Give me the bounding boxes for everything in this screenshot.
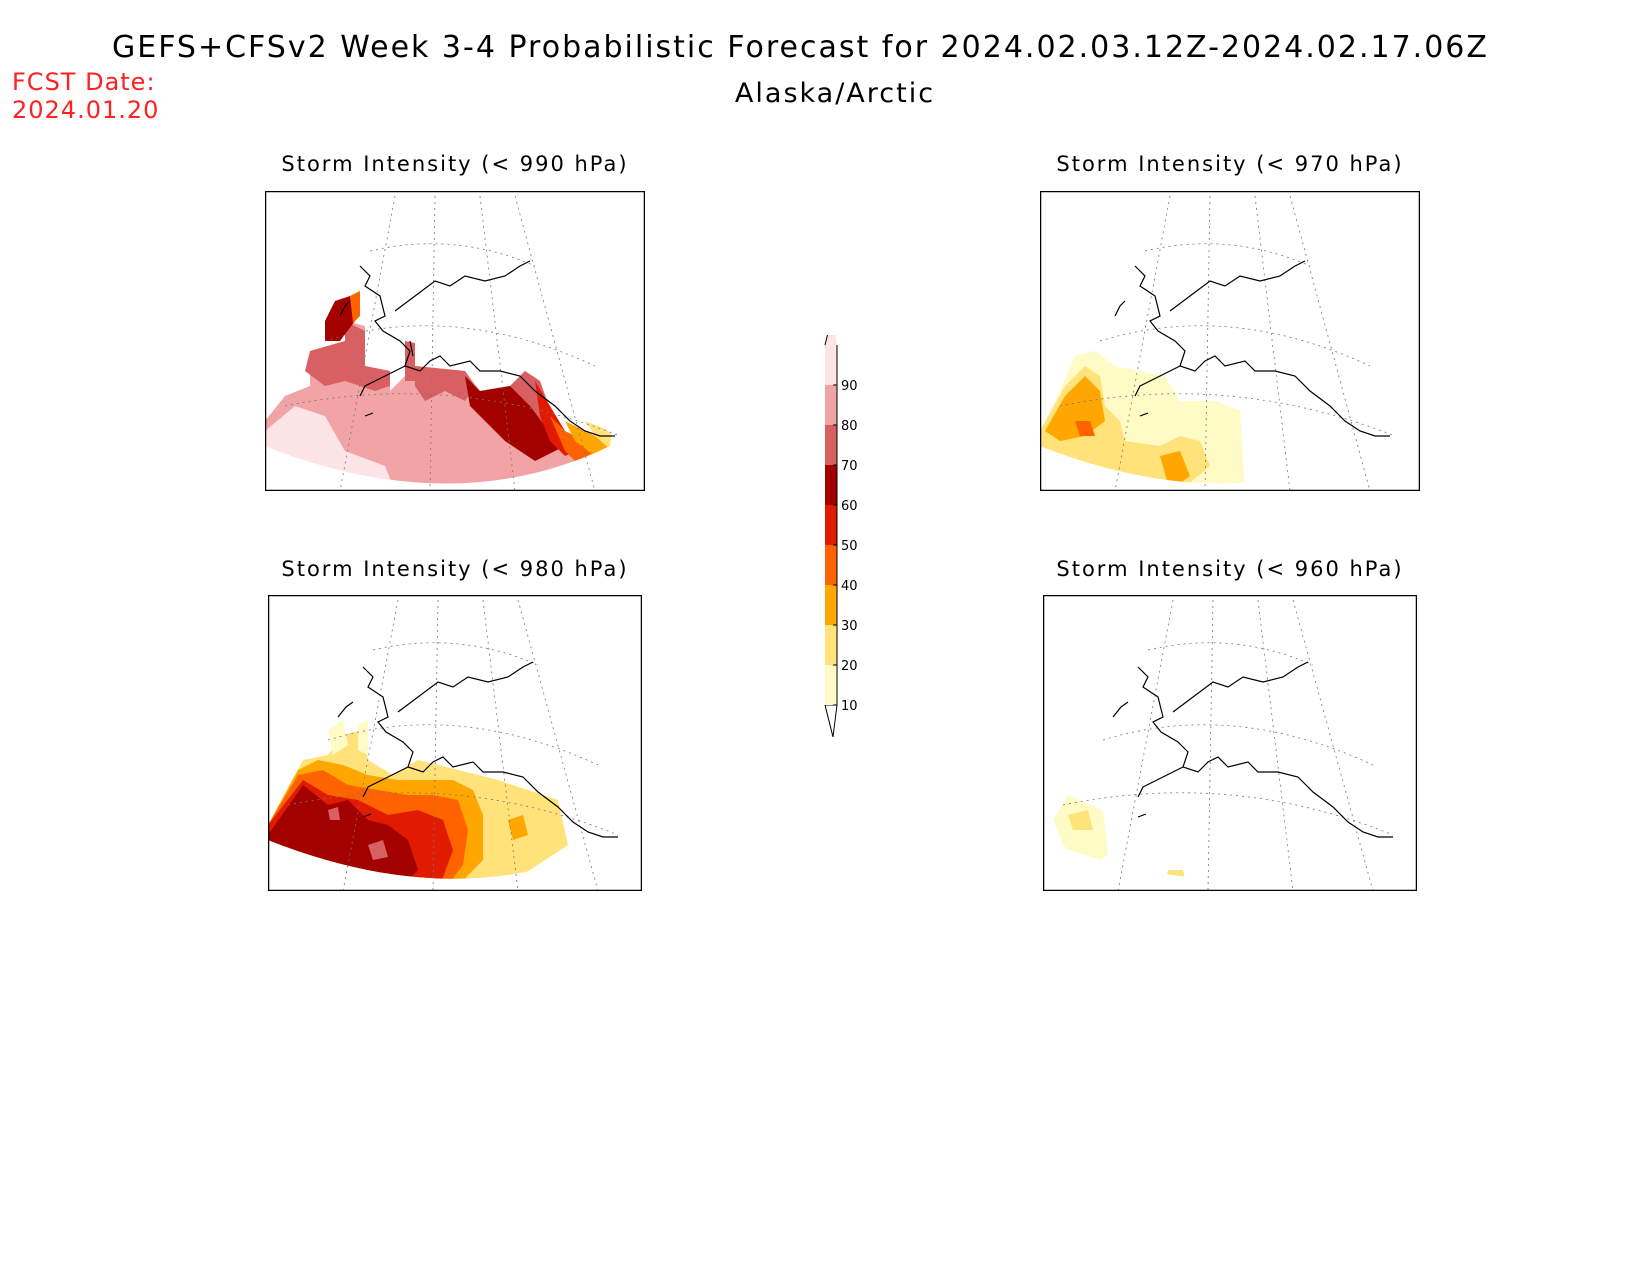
colorbar-tick-label: 30 [841, 619, 858, 634]
forecast-date-label: FCST Date: [12, 68, 156, 96]
colorbar-lower-arrow [824, 704, 838, 738]
panel-frame [1040, 191, 1420, 491]
colorbar-tick-label: 10 [841, 699, 858, 714]
map-panel-970 [1040, 191, 1420, 491]
colorbar-tick-label: 70 [841, 459, 858, 474]
panel-frame [268, 595, 642, 891]
colorbar-swatch [825, 425, 837, 465]
panel-title-960: Storm Intensity (< 960 hPa) [1056, 557, 1404, 581]
colorbar-svg: 10 20 30 40 50 60 70 80 90 [824, 312, 858, 738]
panel-title-970: Storm Intensity (< 970 hPa) [1056, 152, 1404, 176]
colorbar-swatch [825, 585, 837, 625]
colorbar-swatch [825, 465, 837, 505]
panel-title-990: Storm Intensity (< 990 hPa) [281, 152, 629, 176]
colorbar-tick-label: 50 [841, 539, 858, 554]
coastline-970 [1114, 260, 1390, 437]
colorbar-tick-label: 90 [841, 379, 858, 394]
panel-title-980: Storm Intensity (< 980 hPa) [281, 557, 629, 581]
graticule-990 [284, 195, 621, 491]
map-panel-990 [265, 191, 645, 491]
colorbar-swatch [825, 385, 837, 425]
panel-frame [265, 191, 645, 491]
probability-fill-960 [1053, 795, 1188, 879]
colorbar: 10 20 30 40 50 60 70 80 90 [820, 312, 880, 749]
graticule-980 [287, 599, 619, 891]
coastline-990 [339, 260, 615, 437]
graticule-970 [1059, 195, 1396, 491]
colorbar-swatch [825, 625, 837, 665]
colorbar-swatch [825, 665, 837, 705]
colorbar-tick-label: 60 [841, 499, 858, 514]
graticule-960 [1062, 599, 1394, 891]
colorbar-tick-label: 20 [841, 659, 858, 674]
forecast-date-block: FCST Date: 2024.01.20 [12, 68, 159, 124]
forecast-date-value: 2024.01.20 [12, 96, 160, 124]
map-panel-980 [268, 595, 642, 891]
colorbar-tick-label: 80 [841, 419, 858, 434]
colorbar-tick-label: 40 [841, 579, 858, 594]
main-title: GEFS+CFSv2 Week 3-4 Probabilistic Foreca… [112, 30, 1489, 65]
map-panel-960 [1043, 595, 1417, 891]
colorbar-swatch [825, 345, 837, 385]
probability-fill-970 [1040, 351, 1245, 484]
coastline-980 [337, 661, 618, 838]
colorbar-swatch [825, 545, 837, 585]
probability-fill-980 [268, 720, 568, 879]
region-subtitle: Alaska/Arctic [734, 78, 936, 109]
probability-fill-990 [265, 291, 620, 484]
colorbar-swatch [825, 505, 837, 545]
panel-frame [1043, 595, 1417, 891]
coastline-960 [1112, 661, 1393, 838]
